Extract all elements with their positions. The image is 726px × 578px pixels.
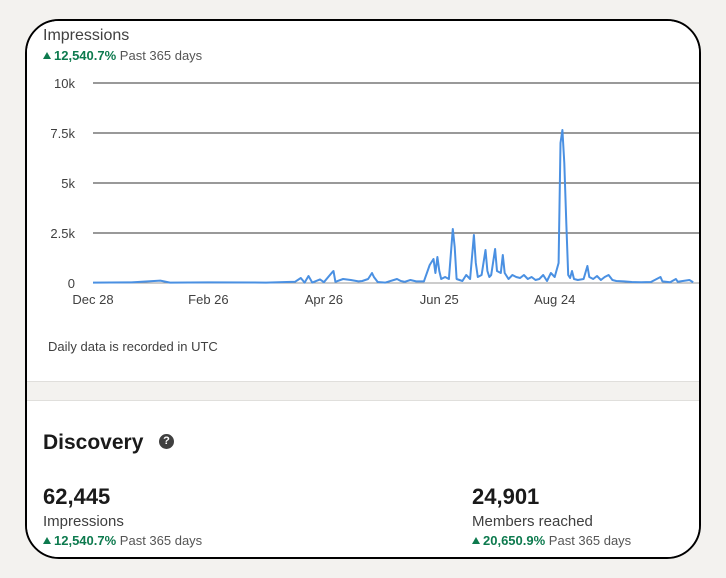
impressions-chart-card: Impressions 12,540.7% Past 365 days 0 2.5… bbox=[27, 21, 699, 381]
y-tick-label: 0 bbox=[68, 276, 75, 291]
impressions-metric[interactable]: 62,445 Impressions 12,540.7% Past 365 da… bbox=[43, 485, 202, 549]
x-tick-label: Apr 26 bbox=[305, 292, 343, 307]
metric-trend: 20,650.9% Past 365 days bbox=[472, 533, 631, 549]
trend-period: Past 365 days bbox=[119, 533, 203, 548]
y-tick-label: 2.5k bbox=[50, 226, 75, 241]
trend-up-icon bbox=[472, 537, 480, 544]
trend-percent: 12,540.7% bbox=[54, 533, 117, 548]
y-tick-label: 5k bbox=[61, 176, 75, 191]
discovery-title: Discovery bbox=[43, 431, 144, 454]
members-reached-metric[interactable]: 24,901 Members reached 20,650.9% Past 36… bbox=[472, 485, 631, 549]
metric-value: 24,901 bbox=[472, 484, 540, 509]
impressions-series-line bbox=[92, 129, 694, 284]
x-tick-label: Aug 24 bbox=[534, 292, 575, 307]
x-tick-label: Feb 26 bbox=[188, 292, 228, 307]
chart-title: Impressions bbox=[43, 27, 130, 44]
help-icon[interactable]: ? bbox=[159, 434, 174, 449]
trend-period: Past 365 days bbox=[119, 48, 203, 63]
impressions-line-chart[interactable]: 0 2.5k 5k 7.5k 10k Dec 28 Feb 26 Apr 26 Jun 25 Au… bbox=[27, 21, 699, 321]
y-tick-label: 10k bbox=[54, 76, 75, 91]
trend-percent: 20,650.9% bbox=[483, 533, 546, 548]
x-tick-label: Dec 28 bbox=[72, 292, 113, 307]
trend-percent: 12,540.7% bbox=[54, 48, 117, 63]
x-tick-label: Jun 25 bbox=[420, 292, 459, 307]
discovery-section: Discovery ? 62,445 Impressions 12,540.7%… bbox=[27, 401, 699, 557]
utc-note: Daily data is recorded in UTC bbox=[48, 339, 218, 354]
trend-up-icon bbox=[43, 52, 51, 59]
metric-trend: 12,540.7% Past 365 days bbox=[43, 533, 202, 549]
metric-label: Members reached bbox=[472, 513, 593, 530]
metric-label: Impressions bbox=[43, 513, 124, 530]
trend-period: Past 365 days bbox=[548, 533, 632, 548]
chart-trend: 12,540.7% Past 365 days bbox=[43, 48, 202, 64]
metric-value: 62,445 bbox=[43, 484, 111, 509]
section-divider bbox=[27, 381, 699, 401]
trend-up-icon bbox=[43, 537, 51, 544]
app-frame: Impressions 12,540.7% Past 365 days 0 2.5… bbox=[25, 19, 701, 559]
y-tick-label: 7.5k bbox=[50, 126, 75, 141]
